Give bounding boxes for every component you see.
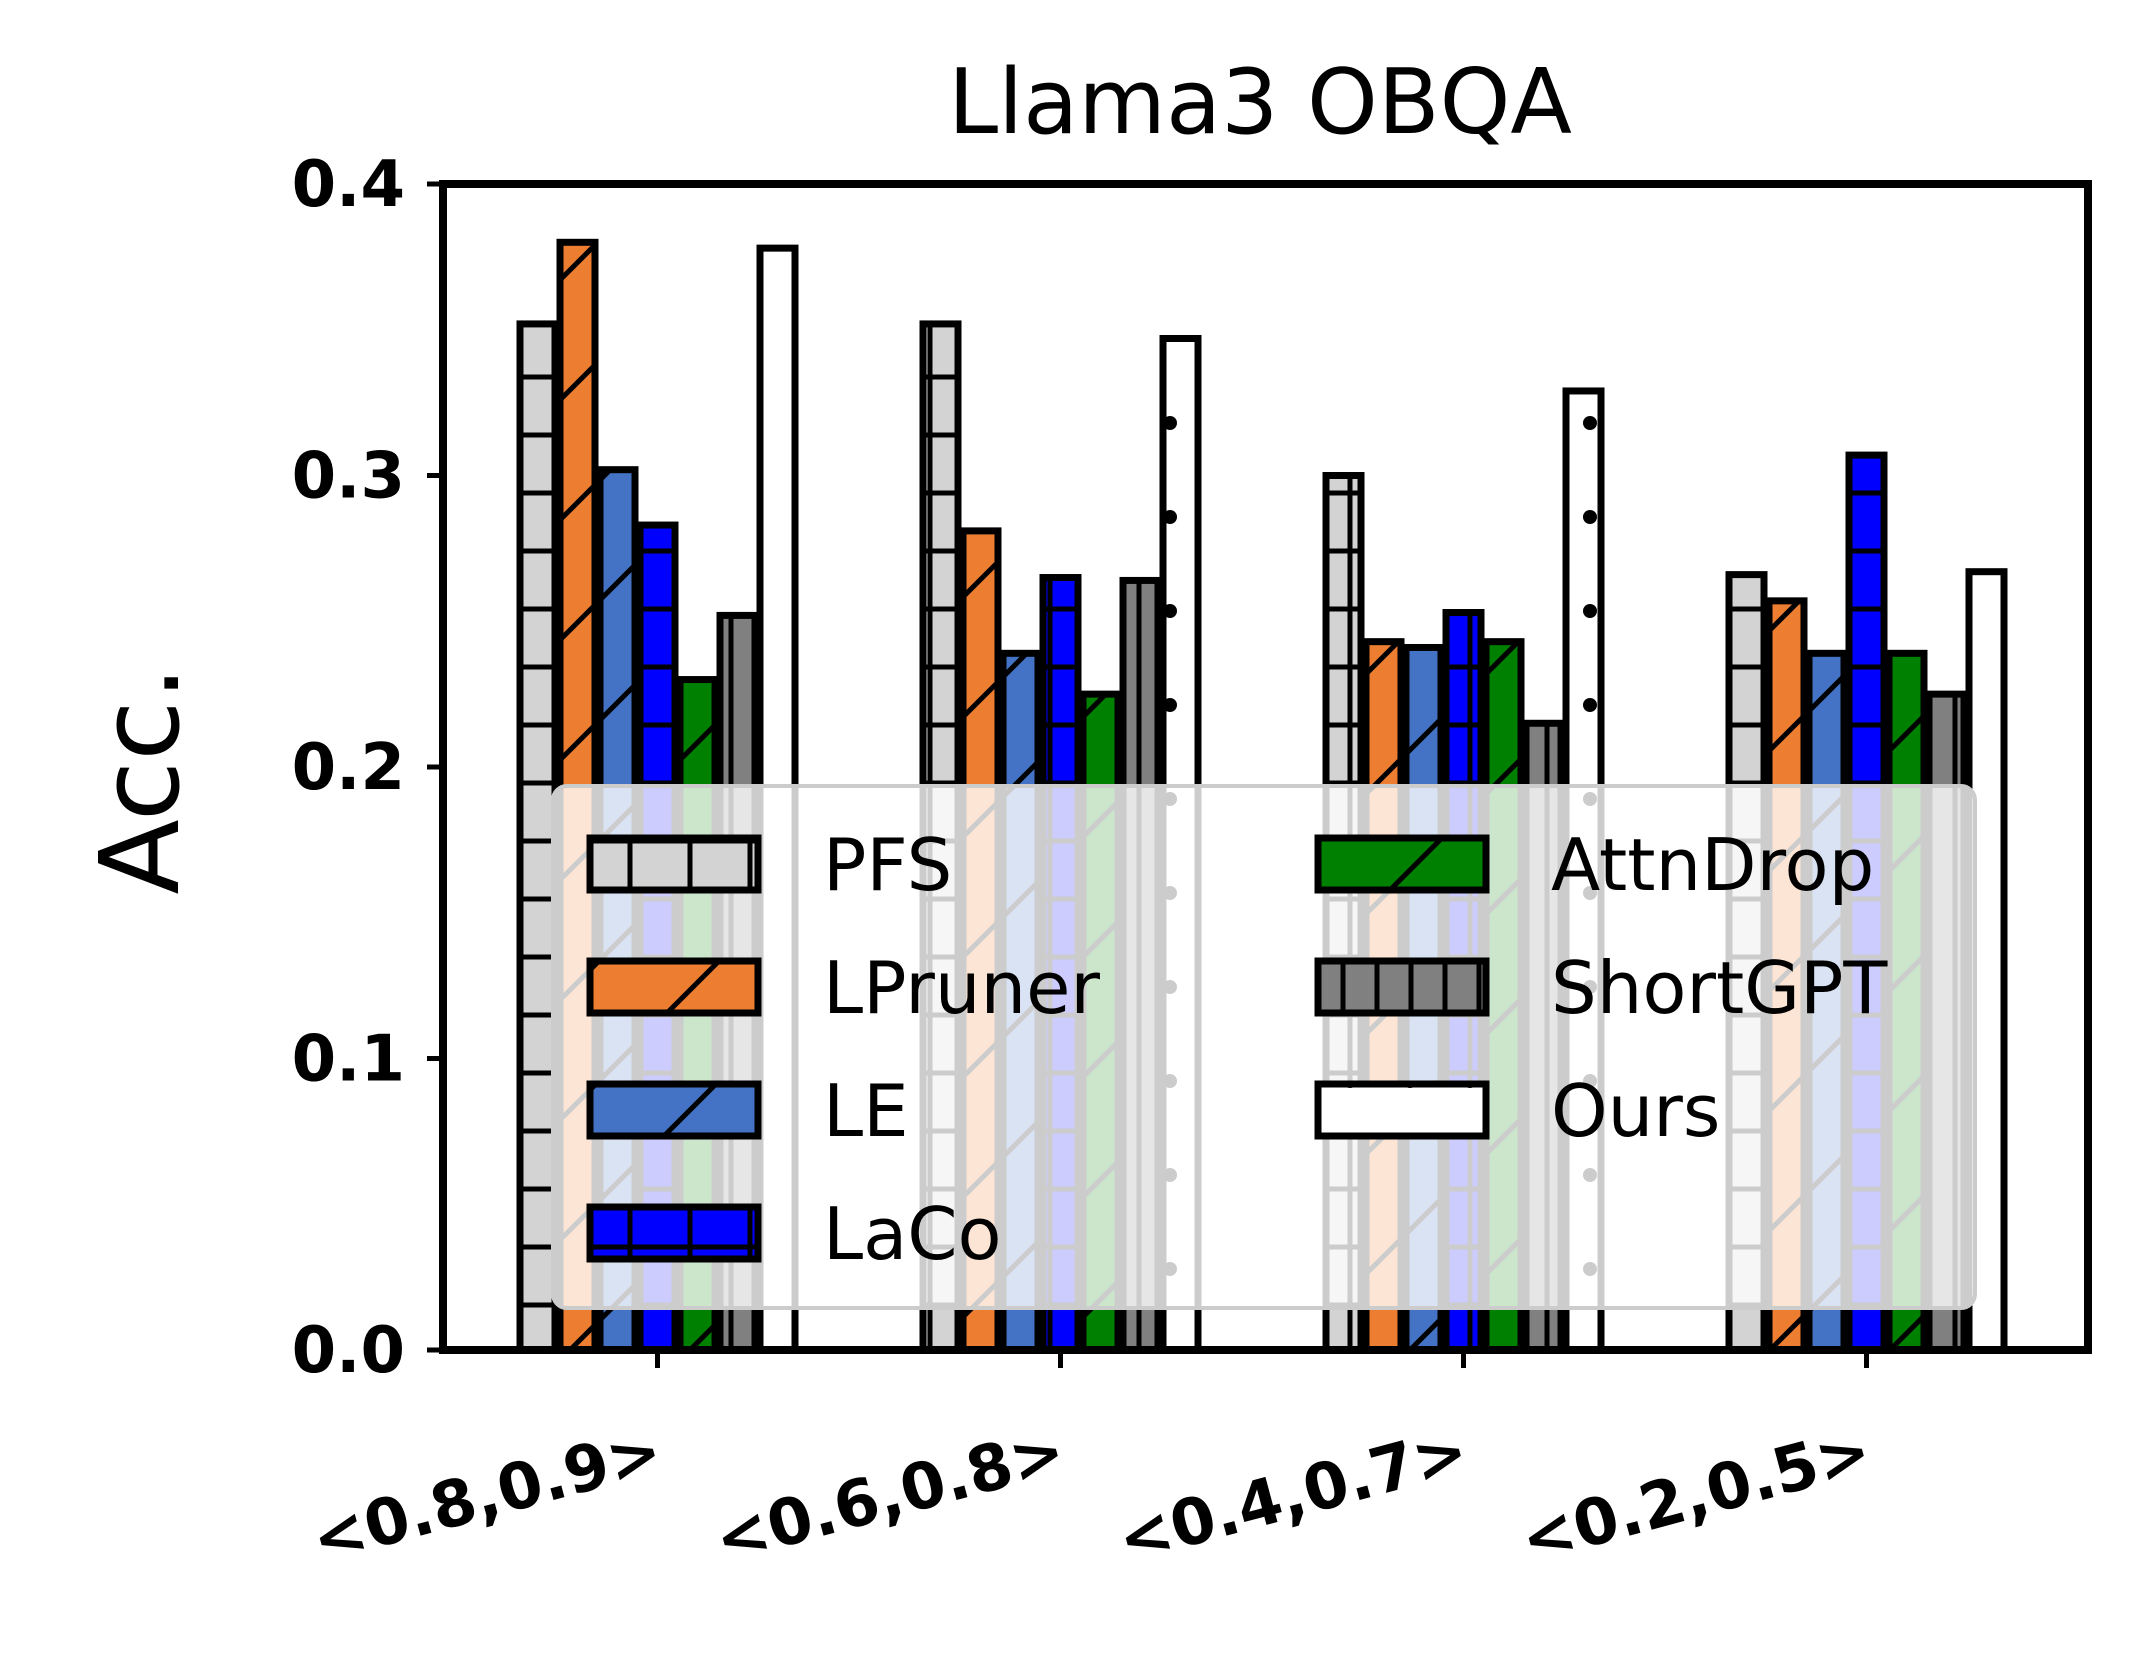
legend-swatch-hatch-lpruner [586,957,762,1017]
x-ticks: <0.8,0.9> <0.6,0.8> <0.4,0.7> <0.2,0.5> [304,1350,1879,1578]
x-tick-label: <0.4,0.7> [1110,1414,1475,1578]
y-axis-label: Acc. [76,665,204,894]
legend-label-ours: Ours [1551,1069,1720,1153]
x-tick-label: <0.6,0.8> [707,1414,1072,1578]
bar-hatch-pfs-1 [516,320,559,1354]
y-tick-label: 0.2 [292,731,405,805]
legend-label-laco: LaCo [823,1192,1002,1276]
y-ticks: 0.0 0.1 0.2 0.3 0.4 [292,148,443,1388]
plot-frame [439,180,2092,1354]
legend-swatch-hatch-pfs [586,834,762,894]
y-tick-label: 0.0 [292,1314,405,1388]
x-tick-label: <0.8,0.9> [304,1414,669,1578]
legend-frame [551,784,1977,1310]
legend-swatch-hatch-shortgpt [1314,957,1490,1017]
x-tick-label: <0.2,0.5> [1513,1414,1878,1578]
legend-swatch-hatch-ours [1314,1080,1490,1140]
legend-swatch-hatch-le [586,1080,762,1140]
legend-label-attndrop: AttnDrop [1551,823,1874,907]
y-tick-label: 0.1 [292,1023,405,1097]
legend-label-pfs: PFS [823,823,952,907]
legend-label-le: LE [823,1069,909,1153]
legend-swatch-hatch-laco [586,1203,762,1263]
chart-title: Llama3 OBQA [948,50,1572,155]
legend: PFS LPruner LE LaCo AttnDrop ShortGPT Ours [551,784,1977,1310]
legend-label-lpruner: LPruner [823,946,1100,1030]
legend-swatch-hatch-attndrop [1314,834,1490,894]
y-tick-label: 0.4 [292,148,405,222]
y-tick-label: 0.3 [292,440,405,514]
legend-label-shortgpt: ShortGPT [1551,946,1888,1030]
